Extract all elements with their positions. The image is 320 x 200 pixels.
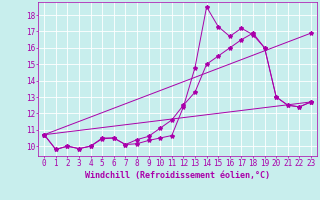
X-axis label: Windchill (Refroidissement éolien,°C): Windchill (Refroidissement éolien,°C) [85,171,270,180]
